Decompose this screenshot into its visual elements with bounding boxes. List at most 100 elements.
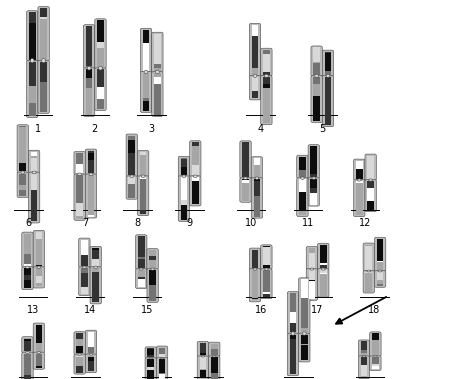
Bar: [356, 181, 363, 183]
Ellipse shape: [312, 177, 316, 179]
FancyBboxPatch shape: [33, 323, 45, 353]
Ellipse shape: [315, 74, 319, 77]
Bar: [97, 20, 104, 42]
Text: 8: 8: [135, 218, 140, 228]
Bar: [301, 328, 308, 332]
Ellipse shape: [160, 357, 164, 359]
Bar: [97, 48, 104, 67]
Bar: [242, 180, 249, 183]
FancyBboxPatch shape: [22, 352, 33, 379]
Bar: [263, 292, 270, 294]
Ellipse shape: [89, 173, 93, 176]
Bar: [367, 181, 374, 188]
Bar: [154, 64, 161, 67]
FancyBboxPatch shape: [38, 6, 49, 61]
Bar: [76, 339, 83, 346]
Bar: [88, 338, 94, 347]
FancyBboxPatch shape: [308, 145, 319, 179]
Bar: [299, 192, 306, 211]
Bar: [325, 52, 331, 53]
Bar: [140, 174, 146, 175]
Bar: [263, 72, 270, 75]
Bar: [252, 259, 258, 268]
Bar: [252, 36, 258, 68]
Bar: [143, 101, 149, 111]
Ellipse shape: [42, 58, 46, 63]
Bar: [76, 203, 83, 216]
Bar: [36, 283, 42, 287]
Bar: [92, 291, 99, 302]
Bar: [36, 343, 42, 351]
Bar: [242, 183, 249, 201]
Bar: [181, 167, 187, 175]
Bar: [377, 239, 383, 261]
FancyBboxPatch shape: [306, 246, 318, 269]
Bar: [361, 341, 367, 350]
Bar: [19, 163, 26, 171]
Ellipse shape: [155, 70, 159, 74]
Bar: [31, 158, 37, 171]
Ellipse shape: [357, 179, 361, 181]
FancyBboxPatch shape: [126, 176, 137, 199]
Bar: [242, 143, 249, 162]
Bar: [88, 160, 94, 173]
Bar: [159, 374, 165, 379]
FancyBboxPatch shape: [137, 150, 149, 177]
Bar: [377, 272, 383, 280]
FancyBboxPatch shape: [90, 246, 101, 268]
Bar: [138, 257, 145, 259]
Bar: [254, 169, 260, 177]
Bar: [24, 275, 31, 280]
FancyBboxPatch shape: [370, 356, 381, 371]
FancyBboxPatch shape: [33, 267, 45, 288]
Bar: [76, 333, 83, 339]
Bar: [301, 335, 308, 345]
Text: 13: 13: [27, 305, 39, 315]
Text: 2: 2: [91, 124, 98, 133]
Bar: [252, 91, 258, 98]
Bar: [147, 349, 154, 355]
FancyBboxPatch shape: [299, 333, 310, 362]
FancyBboxPatch shape: [251, 178, 263, 218]
Bar: [361, 365, 367, 376]
Bar: [299, 157, 306, 170]
Bar: [299, 179, 306, 192]
Bar: [200, 369, 206, 371]
Bar: [263, 294, 270, 297]
Bar: [263, 88, 270, 123]
Bar: [138, 236, 145, 257]
Bar: [200, 343, 206, 351]
Bar: [356, 161, 363, 166]
FancyBboxPatch shape: [85, 354, 97, 373]
Bar: [88, 356, 94, 357]
Bar: [252, 77, 258, 91]
Ellipse shape: [78, 354, 82, 355]
FancyBboxPatch shape: [74, 332, 85, 355]
FancyBboxPatch shape: [22, 232, 33, 268]
Bar: [367, 200, 374, 210]
FancyBboxPatch shape: [140, 72, 152, 113]
FancyBboxPatch shape: [28, 150, 40, 173]
Ellipse shape: [369, 179, 373, 181]
Bar: [211, 344, 218, 347]
Ellipse shape: [310, 268, 314, 270]
Bar: [147, 370, 154, 379]
FancyBboxPatch shape: [358, 340, 370, 357]
FancyBboxPatch shape: [297, 178, 308, 216]
Bar: [301, 279, 308, 298]
Bar: [147, 355, 154, 357]
Bar: [313, 84, 320, 96]
Bar: [263, 270, 270, 292]
Bar: [309, 249, 315, 254]
Bar: [86, 78, 92, 88]
Ellipse shape: [87, 66, 91, 70]
FancyBboxPatch shape: [249, 75, 261, 100]
Ellipse shape: [82, 266, 86, 268]
FancyBboxPatch shape: [365, 180, 376, 211]
Bar: [377, 284, 383, 286]
Bar: [254, 165, 260, 169]
Text: 1: 1: [35, 124, 41, 133]
Bar: [159, 348, 165, 350]
Bar: [200, 352, 206, 355]
FancyBboxPatch shape: [137, 176, 149, 216]
